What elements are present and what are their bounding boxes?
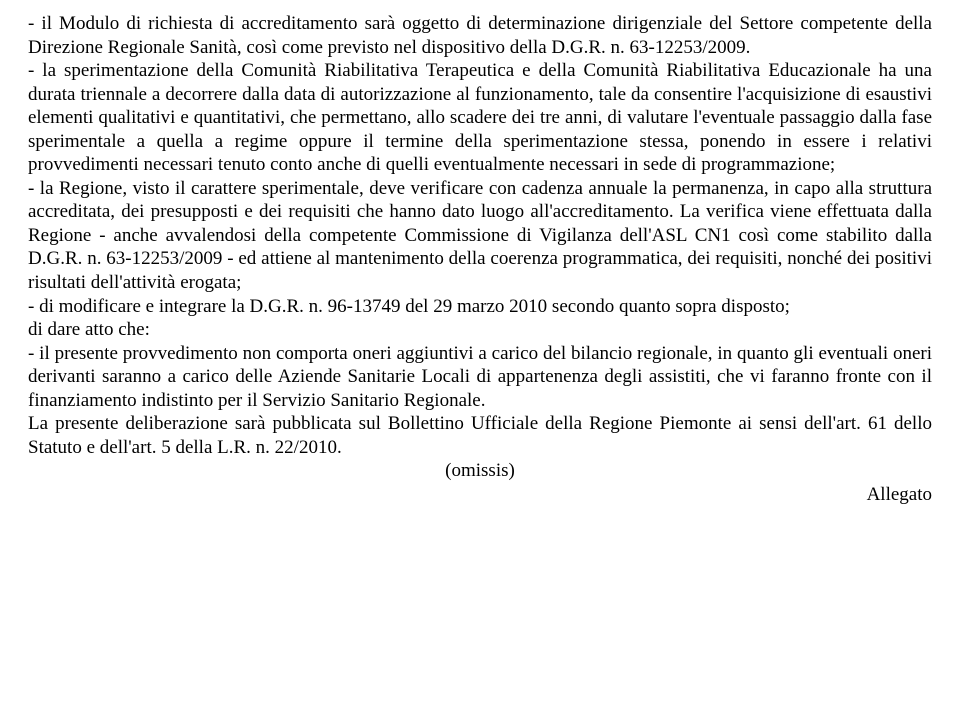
paragraph-4: - di modificare e integrare la D.G.R. n.… xyxy=(28,295,932,319)
paragraph-3: - la Regione, visto il carattere sperime… xyxy=(28,177,932,295)
paragraph-omissis: (omissis) xyxy=(28,459,932,483)
document-page: - il Modulo di richiesta di accreditamen… xyxy=(0,0,960,526)
paragraph-1: - il Modulo di richiesta di accreditamen… xyxy=(28,12,932,59)
paragraph-7: La presente deliberazione sarà pubblicat… xyxy=(28,412,932,459)
paragraph-allegato: Allegato xyxy=(28,483,932,507)
paragraph-5: di dare atto che: xyxy=(28,318,932,342)
paragraph-6: - il presente provvedimento non comporta… xyxy=(28,342,932,413)
paragraph-2: - la sperimentazione della Comunità Riab… xyxy=(28,59,932,177)
